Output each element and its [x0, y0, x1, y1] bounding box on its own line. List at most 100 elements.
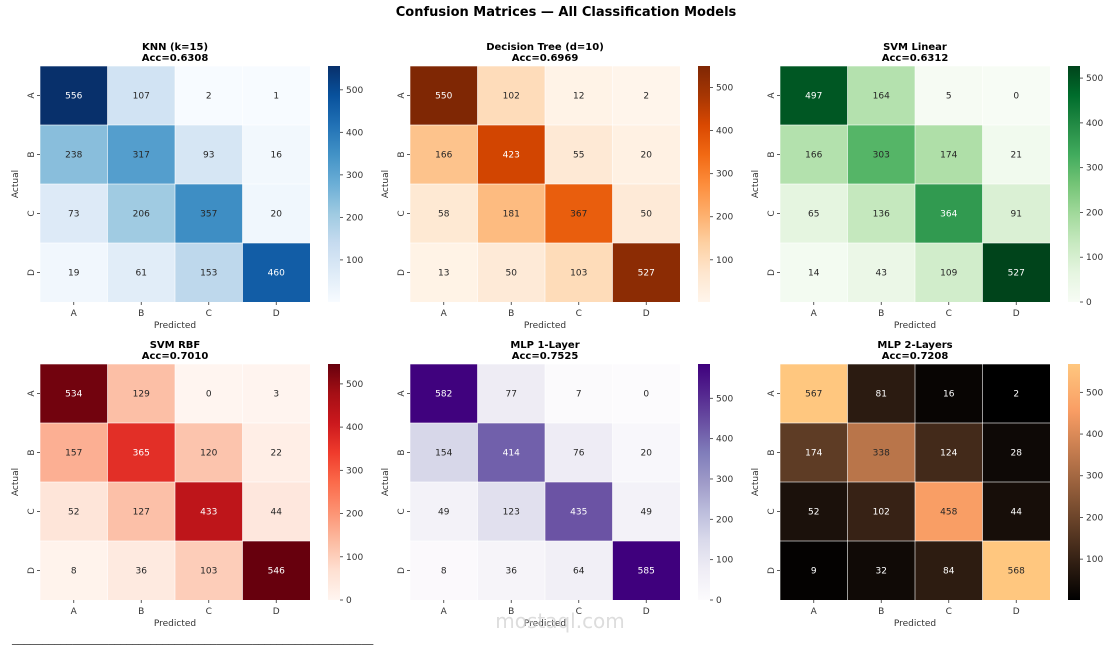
- y-axis-label: Actual: [11, 170, 21, 198]
- heatmap-cell: [544, 540, 614, 601]
- x-axis-label: Predicted: [154, 321, 196, 331]
- cell-value-label: 22: [271, 449, 282, 459]
- cell-value-label: 76: [573, 449, 585, 459]
- panel-title: KNN (k=15): [142, 42, 208, 53]
- panel-title: MLP 2-Layers: [877, 340, 952, 351]
- heatmap-cell: [107, 422, 176, 483]
- y-tick-label: D: [397, 269, 407, 276]
- x-tick-label: B: [878, 309, 884, 319]
- heatmap-cell: [242, 422, 311, 483]
- cell-value-label: 50: [641, 210, 653, 220]
- heatmap-cell: [174, 363, 244, 424]
- heatmap-cell: [612, 242, 681, 303]
- cell-value-label: 154: [435, 449, 452, 459]
- x-tick-label: C: [576, 607, 582, 617]
- y-tick-label: B: [767, 151, 777, 157]
- cell-value-label: 303: [873, 151, 890, 161]
- cell-value-label: 14: [808, 269, 820, 279]
- cell-value-label: 19: [68, 269, 80, 279]
- colorbar-tick-label: 100: [1086, 555, 1103, 565]
- colorbar-tick-label: 200: [1086, 208, 1103, 218]
- cell-value-label: 550: [435, 92, 452, 102]
- x-tick-label: A: [811, 607, 818, 617]
- cell-value-label: 61: [136, 269, 147, 279]
- x-tick-label: B: [138, 607, 144, 617]
- cell-value-label: 206: [133, 210, 150, 220]
- heatmap-cell: [39, 124, 109, 185]
- x-axis-label: Predicted: [894, 619, 936, 629]
- cell-value-label: 20: [271, 210, 283, 220]
- heatmap-cell: [779, 481, 849, 542]
- heatmap-cell: [779, 540, 849, 601]
- cell-value-label: 107: [133, 92, 150, 102]
- y-tick-label: B: [397, 449, 407, 455]
- cell-value-label: 44: [1011, 508, 1023, 518]
- y-tick-label: C: [767, 508, 777, 514]
- heatmap-cell: [39, 481, 109, 542]
- heatmap-cell: [612, 65, 681, 126]
- heatmap-cell: [107, 124, 176, 185]
- heatmap-cell: [914, 124, 984, 185]
- panel-accuracy: Acc=0.6969: [512, 53, 579, 64]
- colorbar: [328, 66, 340, 302]
- heatmap-cell: [242, 242, 311, 303]
- y-tick-label: C: [767, 210, 777, 216]
- cell-value-label: 123: [503, 508, 520, 518]
- panel-title: SVM Linear: [883, 42, 947, 53]
- colorbar-tick-label: 400: [716, 435, 733, 445]
- colorbar-tick-label: 100: [346, 256, 363, 266]
- cell-value-label: 423: [503, 151, 520, 161]
- cell-value-label: 102: [873, 508, 890, 518]
- heatmap-cell: [39, 540, 109, 601]
- y-tick-label: D: [767, 269, 777, 276]
- heatmap-cell: [477, 124, 546, 185]
- colorbar-tick-label: 300: [1086, 164, 1103, 174]
- heatmap-cell: [914, 242, 984, 303]
- y-axis-label: Actual: [751, 468, 761, 496]
- heatmap-cell: [242, 363, 311, 424]
- cell-value-label: 238: [65, 151, 82, 161]
- x-tick-label: C: [576, 309, 582, 319]
- y-tick-label: B: [397, 151, 407, 157]
- cell-value-label: 52: [68, 508, 79, 518]
- colorbar-tick-label: 400: [1086, 119, 1103, 129]
- cell-value-label: 21: [1011, 151, 1022, 161]
- panel-accuracy: Acc=0.7208: [882, 351, 949, 362]
- cell-value-label: 65: [808, 210, 819, 220]
- colorbar-tick-label: 100: [1086, 253, 1103, 263]
- cell-value-label: 120: [200, 449, 217, 459]
- heatmap-cell: [779, 65, 849, 126]
- colorbar-tick-label: 500: [716, 394, 733, 404]
- cell-value-label: 0: [206, 390, 212, 400]
- heatmap-cell: [612, 481, 681, 542]
- panel-title: MLP 1-Layer: [510, 340, 579, 351]
- cell-value-label: 103: [570, 269, 587, 279]
- cell-value-label: 84: [943, 567, 955, 577]
- cell-value-label: 0: [643, 390, 649, 400]
- x-tick-label: C: [206, 309, 212, 319]
- cell-value-label: 497: [805, 92, 822, 102]
- cell-value-label: 32: [876, 567, 887, 577]
- x-axis-label: Predicted: [154, 619, 196, 629]
- cell-value-label: 460: [268, 269, 285, 279]
- cell-value-label: 20: [641, 151, 653, 161]
- heatmap-panel: KNN (k=15)Acc=0.6308 556 107 2 1 238 317 93 16 73…: [11, 42, 363, 331]
- colorbar-tick-label: 100: [716, 256, 733, 266]
- colorbar-tick-label: 100: [716, 556, 733, 566]
- colorbar-tick-label: 500: [1086, 388, 1103, 398]
- cell-value-label: 49: [641, 508, 653, 518]
- cell-value-label: 181: [503, 210, 520, 220]
- figure-title: Confusion Matrices — All Classification …: [396, 5, 737, 20]
- cell-value-label: 364: [940, 210, 957, 220]
- cell-value-label: 77: [506, 390, 517, 400]
- cell-value-label: 166: [435, 151, 452, 161]
- heatmap-cell: [409, 65, 479, 126]
- x-tick-label: C: [206, 607, 212, 617]
- cell-value-label: 1: [273, 92, 279, 102]
- colorbar: [328, 364, 340, 600]
- x-tick-label: A: [71, 309, 78, 319]
- heatmap-cell: [982, 65, 1051, 126]
- heatmap-cell: [779, 242, 849, 303]
